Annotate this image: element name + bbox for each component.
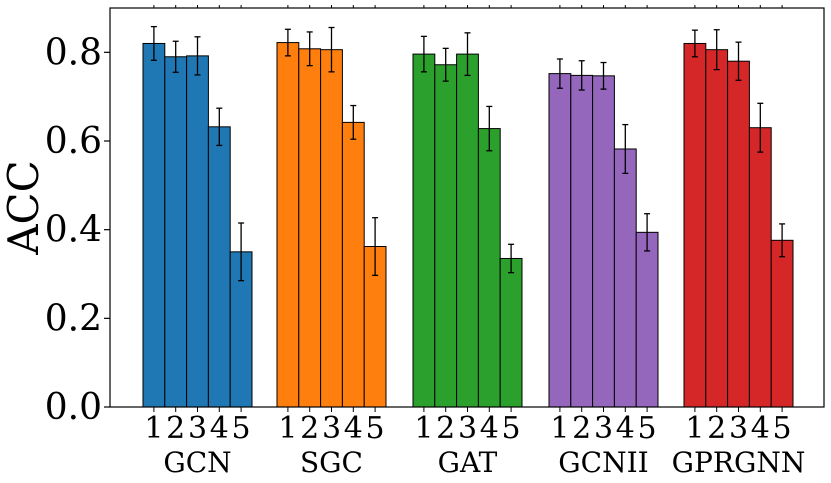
bar-sgc-4 bbox=[341, 121, 365, 408]
x-tick-label: 3 bbox=[458, 411, 477, 446]
group-label-gat: GAT bbox=[438, 446, 498, 479]
x-tick-label: 2 bbox=[572, 411, 591, 446]
bar-gcn-3 bbox=[186, 55, 209, 408]
bar-gprgnn-1 bbox=[683, 42, 707, 408]
bar-gprgnn-4 bbox=[748, 127, 772, 408]
x-tick-label: 5 bbox=[638, 411, 657, 446]
x-tick-label: 4 bbox=[210, 411, 229, 446]
y-tick-label: 0.2 bbox=[45, 298, 102, 339]
error-bars-layer bbox=[150, 25, 786, 282]
ticks-layer bbox=[104, 5, 783, 412]
x-tick-label: 4 bbox=[616, 411, 635, 446]
bar-gprgnn-5 bbox=[770, 239, 794, 408]
x-tick-label: 2 bbox=[300, 411, 319, 446]
x-tick-label: 3 bbox=[729, 411, 748, 446]
x-tick-label: 1 bbox=[414, 411, 433, 446]
bar-gcnii-2 bbox=[570, 74, 594, 408]
x-tick-label: 5 bbox=[502, 411, 521, 446]
bars-layer bbox=[142, 42, 794, 408]
x-tick-label: 1 bbox=[685, 411, 704, 446]
group-label-gcnii: GCNII bbox=[558, 446, 648, 479]
bar-sgc-1 bbox=[276, 42, 300, 408]
x-tick-label: 3 bbox=[322, 411, 341, 446]
bar-gprgnn-2 bbox=[705, 49, 729, 408]
y-tick-label: 0.4 bbox=[45, 210, 102, 251]
bar-gat-1 bbox=[412, 53, 436, 408]
bar-gat-4 bbox=[477, 128, 501, 408]
bar-gcnii-4 bbox=[613, 148, 637, 408]
y-tick-label: 0.6 bbox=[45, 121, 102, 162]
x-tick-label: 2 bbox=[707, 411, 726, 446]
group-label-sgc: SGC bbox=[300, 446, 363, 479]
group-label-gcn: GCN bbox=[163, 446, 231, 479]
x-tick-label: 1 bbox=[550, 411, 569, 446]
x-tick-label: 5 bbox=[773, 411, 792, 446]
bar-gprgnn-3 bbox=[727, 60, 750, 408]
x-tick-label: 2 bbox=[436, 411, 455, 446]
y-axis-title: ACC bbox=[0, 160, 48, 256]
x-tick-label: 5 bbox=[232, 411, 251, 446]
bar-gat-5 bbox=[499, 257, 523, 408]
bar-gcn-1 bbox=[142, 42, 166, 408]
x-tick-label: 4 bbox=[344, 411, 363, 446]
y-tick-label: 0.8 bbox=[45, 32, 102, 73]
bar-gcnii-5 bbox=[635, 231, 659, 408]
bar-sgc-2 bbox=[298, 48, 322, 408]
x-tick-label: 2 bbox=[166, 411, 185, 446]
x-tick-label: 3 bbox=[594, 411, 613, 446]
x-tick-label: 3 bbox=[188, 411, 207, 446]
bar-gcnii-3 bbox=[592, 75, 615, 408]
y-tick-label: 0.0 bbox=[45, 387, 102, 428]
x-tick-label: 1 bbox=[278, 411, 297, 446]
group-label-gprgnn: GPRGNN bbox=[672, 446, 806, 479]
x-tick-label: 1 bbox=[144, 411, 163, 446]
bar-sgc-3 bbox=[320, 49, 343, 408]
bar-gcnii-1 bbox=[548, 73, 572, 408]
bar-gat-3 bbox=[456, 53, 479, 408]
bar-gcn-2 bbox=[164, 56, 188, 408]
x-tick-label: 4 bbox=[751, 411, 770, 446]
x-tick-label: 4 bbox=[480, 411, 499, 446]
x-tick-label: 5 bbox=[366, 411, 385, 446]
bar-gat-2 bbox=[434, 64, 458, 408]
bar-gcn-4 bbox=[207, 126, 231, 408]
